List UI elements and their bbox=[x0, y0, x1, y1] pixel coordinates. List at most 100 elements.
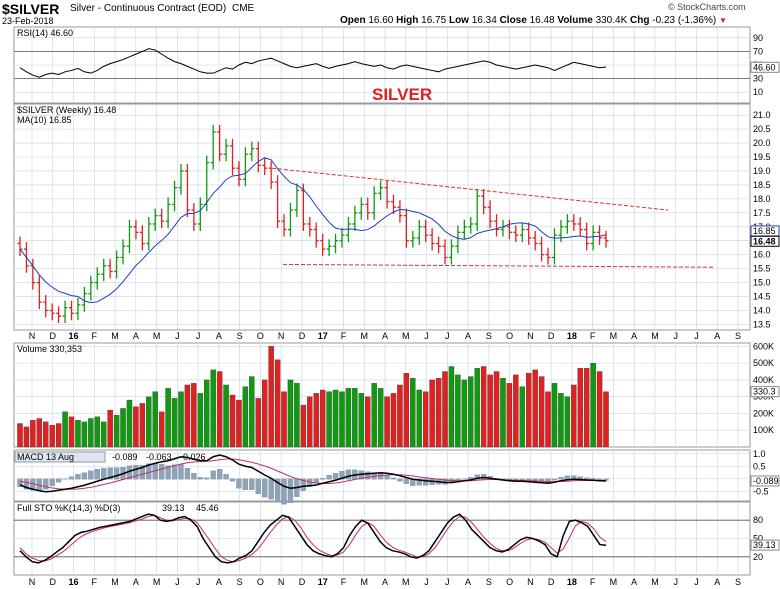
x-tick-label: J bbox=[445, 331, 450, 341]
macd-histogram-bar bbox=[107, 467, 113, 480]
price-bar bbox=[191, 203, 197, 231]
macd-histogram-bar bbox=[384, 475, 390, 480]
sto-legend-k: 39.13 bbox=[162, 503, 185, 513]
volume-tick-label: 600K bbox=[753, 341, 774, 351]
price-bar bbox=[184, 163, 190, 217]
macd-histogram-bar bbox=[229, 478, 236, 482]
price-bar bbox=[597, 225, 603, 245]
open-label: Open bbox=[340, 15, 366, 26]
x-tick-label: M bbox=[610, 577, 618, 587]
volume-bar bbox=[255, 398, 261, 448]
price-value-box bbox=[750, 235, 780, 247]
price-bar bbox=[526, 222, 532, 245]
volume-label: Volume bbox=[557, 15, 593, 26]
price-bar bbox=[365, 197, 371, 220]
price-bar bbox=[584, 222, 590, 251]
x-tick-label: F bbox=[590, 577, 596, 587]
price-bar bbox=[487, 200, 493, 229]
price-bar bbox=[429, 228, 435, 251]
macd-histogram-bar bbox=[461, 478, 467, 480]
price-tick-label: 14.0 bbox=[753, 305, 771, 315]
volume-bar bbox=[287, 379, 294, 448]
sto-k-line bbox=[19, 513, 607, 564]
x-tick-label: M bbox=[153, 577, 161, 587]
price-bar bbox=[461, 219, 467, 240]
x-tick-label: J bbox=[424, 577, 429, 587]
chg-label: Chg bbox=[630, 15, 650, 26]
x-tick-label: M bbox=[360, 577, 368, 587]
quote-strip: Open 16.60 High 16.75 Low 16.34 Close 16… bbox=[340, 15, 727, 26]
high-value: 16.75 bbox=[421, 15, 447, 26]
x-tick-label: A bbox=[133, 577, 139, 587]
price-tick-label: 19.0 bbox=[753, 166, 771, 176]
x-tick-label: F bbox=[92, 577, 98, 587]
x-tick-label: D bbox=[299, 577, 306, 587]
macd-title-box bbox=[14, 451, 106, 463]
macd-histogram-bar bbox=[197, 477, 203, 480]
price-bar bbox=[481, 189, 487, 215]
chart-header: $SILVER Silver - Continuous Contract (EO… bbox=[0, 0, 780, 26]
macd-histogram-bar bbox=[204, 477, 210, 480]
macd-histogram-bar bbox=[223, 474, 229, 480]
volume-bar bbox=[88, 418, 94, 448]
rsi-title: RSI(14) 46.60 bbox=[17, 28, 73, 38]
macd-histogram-bar bbox=[133, 465, 139, 480]
price-bar bbox=[539, 236, 545, 262]
volume-bar bbox=[525, 373, 532, 448]
x-tick-label: S bbox=[735, 577, 741, 587]
price-tick-label: 15.5 bbox=[753, 264, 771, 274]
price-bar bbox=[506, 219, 512, 240]
volume-bar bbox=[448, 366, 455, 448]
x-tick-label: M bbox=[153, 331, 161, 341]
macd-histogram-bar bbox=[596, 478, 603, 480]
volume-bar bbox=[500, 378, 506, 448]
price-bar bbox=[371, 186, 377, 220]
macd-histogram-bar bbox=[268, 478, 274, 500]
macd-histogram-bar bbox=[75, 474, 81, 480]
volume-tick-label: 100K bbox=[753, 425, 774, 435]
x-tick-label: N bbox=[29, 331, 36, 341]
macd-histogram-bar bbox=[113, 467, 120, 480]
macd-histogram-bar bbox=[62, 478, 68, 480]
x-tick-label: A bbox=[714, 577, 720, 587]
price-bar bbox=[75, 297, 81, 321]
x-tick-label: A bbox=[631, 331, 637, 341]
x-tick-label: A bbox=[465, 331, 471, 341]
x-tick-label: M bbox=[402, 331, 410, 341]
chart-date: 23-Feb-2018 bbox=[2, 16, 54, 26]
x-tick-label: M bbox=[111, 577, 119, 587]
price-bar bbox=[178, 163, 184, 195]
macd-histogram-bar bbox=[81, 472, 88, 480]
low-value: 16.34 bbox=[471, 15, 497, 26]
volume-bar bbox=[506, 383, 513, 448]
symbol-label[interactable]: $SILVER bbox=[2, 1, 60, 17]
volume-bar bbox=[371, 383, 377, 448]
volume-bar bbox=[468, 376, 474, 448]
macd-histogram-bar bbox=[43, 478, 49, 490]
volume-bar bbox=[300, 404, 307, 448]
macd-histogram-bar bbox=[377, 473, 384, 480]
rsi-tick-label: 30 bbox=[753, 74, 763, 84]
price-bar bbox=[197, 197, 203, 231]
price-bar bbox=[455, 225, 461, 254]
price-bar bbox=[152, 208, 158, 231]
x-tick-label: F bbox=[92, 331, 98, 341]
price-bar bbox=[275, 175, 281, 229]
price-bar bbox=[69, 300, 75, 321]
price-bar bbox=[410, 230, 416, 248]
x-tick-label: O bbox=[506, 577, 513, 587]
price-bar bbox=[62, 300, 68, 324]
low-label: Low bbox=[448, 15, 469, 26]
macd-histogram-bar bbox=[255, 478, 261, 494]
ma-legend: MA(10) 16.85 bbox=[17, 115, 72, 125]
volume-bar bbox=[564, 396, 571, 448]
sto-title: Full STO %K(14,3) %D(3) bbox=[17, 503, 120, 513]
volume-bar bbox=[216, 371, 223, 448]
macd-tick-label: -0.5 bbox=[753, 486, 769, 496]
price-bar bbox=[326, 239, 332, 257]
price-bar bbox=[249, 141, 255, 162]
volume-bar bbox=[513, 374, 519, 448]
rsi-current-value: 46.60 bbox=[753, 62, 776, 72]
price-bar bbox=[139, 225, 145, 251]
